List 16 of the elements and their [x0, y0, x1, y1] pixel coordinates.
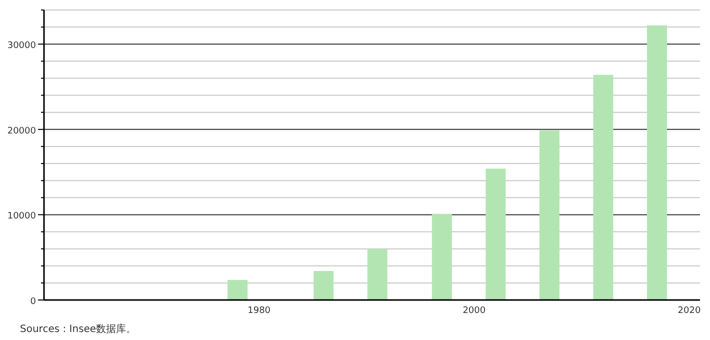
bar	[646, 25, 667, 300]
y-tick-label: 30000	[7, 41, 36, 52]
source-note: Sources : Insee数据库。	[20, 323, 136, 335]
x-tick-label: 2000	[462, 306, 486, 316]
bar	[314, 271, 334, 300]
bar	[367, 249, 388, 300]
y-tick-label: 20000	[7, 126, 36, 136]
x-tick-label: 2020	[678, 306, 701, 316]
bar	[539, 130, 560, 300]
bar	[432, 214, 452, 300]
y-tick-label: 10000	[7, 212, 36, 222]
bar	[486, 168, 506, 300]
bar	[228, 280, 248, 300]
bar	[593, 74, 614, 300]
x-tick-label: 1980	[248, 306, 271, 316]
y-tick-label: 0	[30, 297, 36, 307]
